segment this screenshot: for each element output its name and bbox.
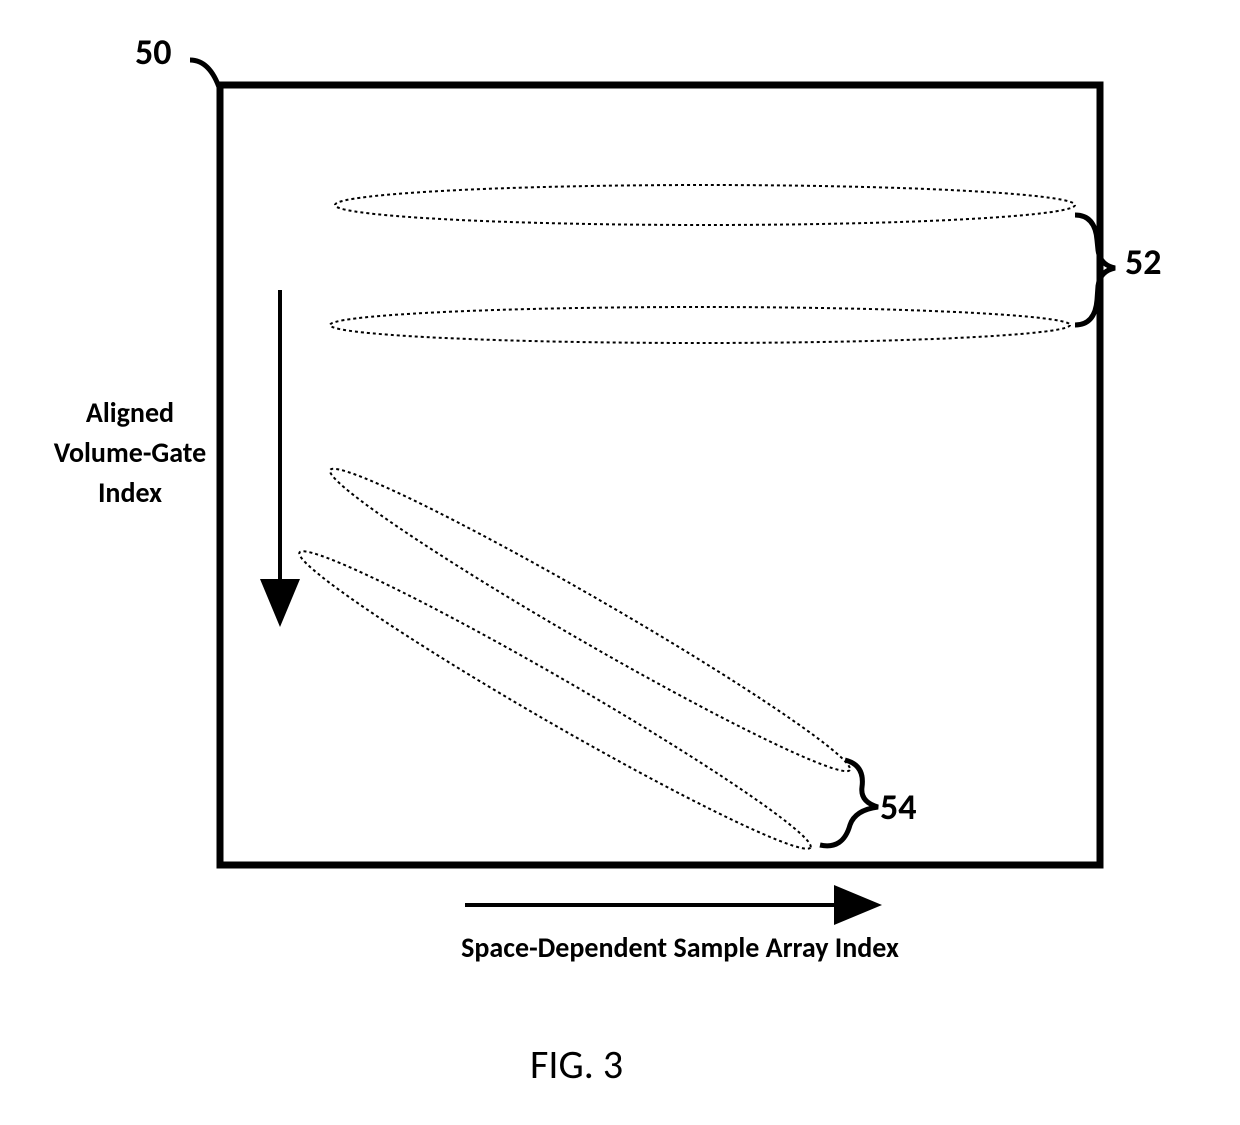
ellipse-52-top bbox=[335, 185, 1075, 225]
ellipse-52-bottom bbox=[330, 307, 1070, 343]
brace-52 bbox=[1075, 215, 1115, 325]
callout-50-label: 50 bbox=[135, 30, 172, 74]
callout-54-label: 54 bbox=[880, 785, 917, 829]
ellipse-54-top bbox=[319, 451, 861, 789]
y-axis-label-1: Aligned bbox=[50, 395, 210, 430]
figure-3-diagram: 50 52 54 Aligned Volume-Gate Index Space… bbox=[0, 0, 1240, 1120]
x-axis-label: Space-Dependent Sample Array Index bbox=[400, 930, 960, 965]
callout-52-label: 52 bbox=[1125, 240, 1162, 284]
y-axis-label-2: Volume-Gate bbox=[30, 435, 230, 470]
callout-50-leader bbox=[190, 60, 220, 90]
y-axis-label-3: Index bbox=[50, 475, 210, 510]
brace-54 bbox=[820, 760, 878, 846]
figure-title: FIG. 3 bbox=[530, 1040, 623, 1089]
ellipse-54-bottom bbox=[289, 533, 822, 866]
main-box bbox=[220, 85, 1100, 865]
